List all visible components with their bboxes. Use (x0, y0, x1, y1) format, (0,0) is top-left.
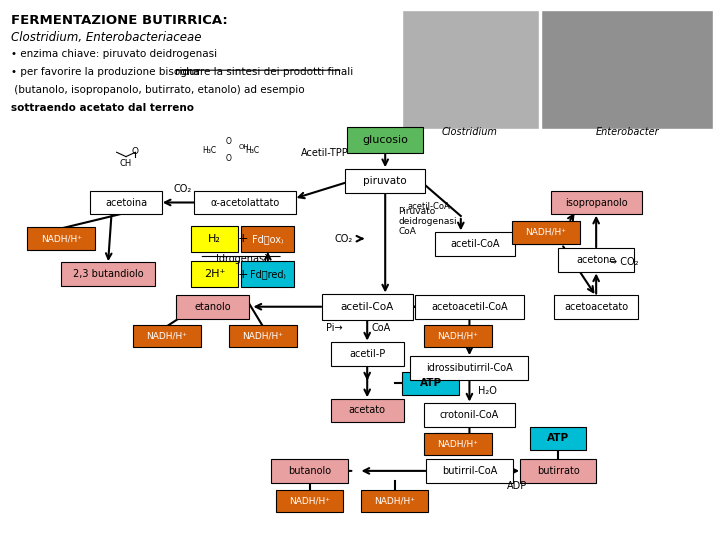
Text: NADH/H⁺: NADH/H⁺ (526, 228, 566, 237)
FancyBboxPatch shape (551, 191, 642, 214)
Text: CoA: CoA (372, 323, 391, 333)
FancyBboxPatch shape (558, 248, 634, 272)
Text: ridurre la sintesi dei prodotti finali: ridurre la sintesi dei prodotti finali (175, 67, 353, 77)
FancyBboxPatch shape (415, 295, 524, 319)
FancyBboxPatch shape (512, 221, 580, 244)
FancyBboxPatch shape (241, 226, 294, 252)
FancyBboxPatch shape (229, 325, 297, 347)
Text: • enzima chiave: piruvato deidrogenasi: • enzima chiave: piruvato deidrogenasi (11, 49, 217, 59)
FancyBboxPatch shape (410, 356, 528, 380)
FancyBboxPatch shape (347, 127, 423, 153)
FancyBboxPatch shape (402, 372, 459, 395)
FancyBboxPatch shape (346, 169, 425, 193)
Text: Clostridium, Enterobacteriaceae: Clostridium, Enterobacteriaceae (11, 31, 202, 44)
FancyBboxPatch shape (89, 191, 163, 214)
Text: FERMENTAZIONE BUTIRRICA:: FERMENTAZIONE BUTIRRICA: (11, 14, 228, 26)
Text: acetil-CoA: acetil-CoA (451, 239, 500, 249)
Text: • per favorire la produzione bisogna: • per favorire la produzione bisogna (11, 67, 203, 77)
Text: O: O (132, 146, 139, 156)
FancyBboxPatch shape (194, 191, 296, 214)
Text: H₂: H₂ (208, 234, 221, 244)
FancyBboxPatch shape (133, 325, 201, 347)
Text: H₂O: H₂O (478, 387, 497, 396)
Text: Piruvato
deidrogenasi
CoA: Piruvato deidrogenasi CoA (398, 206, 456, 237)
Text: butanolo: butanolo (288, 466, 331, 476)
Text: acetil-P: acetil-P (349, 349, 385, 359)
Text: Acetil-TPP: Acetil-TPP (301, 148, 348, 158)
Text: NADH/H⁺: NADH/H⁺ (243, 332, 283, 340)
FancyBboxPatch shape (424, 403, 515, 427)
FancyBboxPatch shape (331, 342, 403, 366)
Text: Fd₏ox₎: Fd₏ox₎ (252, 234, 284, 244)
Text: O: O (226, 154, 232, 164)
Text: CH: CH (120, 159, 132, 167)
Text: crotonil-CoA: crotonil-CoA (440, 410, 499, 420)
Text: sottraendo acetato dal terreno: sottraendo acetato dal terreno (11, 103, 194, 113)
Text: butirril-CoA: butirril-CoA (442, 466, 497, 476)
Text: +: + (238, 268, 248, 281)
FancyBboxPatch shape (276, 490, 343, 512)
FancyBboxPatch shape (331, 399, 403, 422)
FancyBboxPatch shape (176, 295, 249, 319)
FancyBboxPatch shape (435, 232, 516, 256)
Text: idrossibutirril-CoA: idrossibutirril-CoA (426, 363, 513, 373)
Text: acetato: acetato (348, 406, 386, 415)
Text: butirrato: butirrato (536, 466, 580, 476)
Text: acetil-CoA: acetil-CoA (341, 302, 394, 312)
Text: etanolo: etanolo (194, 302, 230, 312)
Text: isopropanolo: isopropanolo (565, 198, 627, 207)
Text: NADH/H⁺: NADH/H⁺ (438, 332, 478, 340)
FancyBboxPatch shape (541, 10, 713, 129)
Text: CO₂: CO₂ (173, 184, 192, 194)
Text: → CO₂: → CO₂ (609, 257, 639, 267)
Text: acetone: acetone (577, 255, 616, 265)
Text: O: O (226, 137, 232, 146)
Text: +: + (238, 232, 248, 245)
Text: NADH/H⁺: NADH/H⁺ (41, 234, 81, 243)
Text: Enterobacter: Enterobacter (595, 127, 659, 137)
FancyBboxPatch shape (322, 294, 413, 320)
Text: NADH/H⁺: NADH/H⁺ (289, 497, 330, 505)
FancyBboxPatch shape (426, 459, 513, 483)
FancyBboxPatch shape (191, 261, 238, 287)
Text: acetil-CoA: acetil-CoA (408, 202, 450, 211)
Text: H₃C: H₃C (202, 146, 216, 154)
FancyBboxPatch shape (361, 490, 428, 512)
Text: 2H⁺: 2H⁺ (204, 269, 225, 279)
Text: CO₂: CO₂ (335, 234, 353, 244)
Text: NADH/H⁺: NADH/H⁺ (374, 497, 415, 505)
Text: ATP: ATP (547, 434, 569, 443)
Text: NADH/H⁺: NADH/H⁺ (438, 440, 478, 448)
FancyBboxPatch shape (271, 459, 348, 483)
Text: Idrogenasi: Idrogenasi (216, 254, 266, 264)
Text: ATP: ATP (420, 379, 441, 388)
FancyBboxPatch shape (60, 262, 156, 286)
Text: 2,3 butandiolo: 2,3 butandiolo (73, 269, 143, 279)
Text: glucosio: glucosio (362, 136, 408, 145)
Text: NADH/H⁺: NADH/H⁺ (147, 332, 187, 340)
FancyBboxPatch shape (424, 325, 492, 347)
FancyBboxPatch shape (191, 226, 238, 252)
Text: piruvato: piruvato (364, 176, 407, 186)
Text: α-acetolattato: α-acetolattato (210, 198, 279, 207)
Text: acetoacetato: acetoacetato (564, 302, 629, 312)
FancyBboxPatch shape (402, 10, 539, 129)
Text: Fd₏red₎: Fd₏red₎ (250, 269, 286, 279)
FancyBboxPatch shape (554, 295, 638, 319)
Text: H₃C: H₃C (245, 146, 259, 154)
FancyBboxPatch shape (530, 427, 586, 450)
Text: (butanolo, isopropanolo, butirrato, etanolo) ad esempio: (butanolo, isopropanolo, butirrato, etan… (11, 85, 305, 95)
Text: acetoina: acetoina (105, 198, 147, 207)
FancyBboxPatch shape (520, 459, 596, 483)
Text: Clostridium: Clostridium (441, 127, 498, 137)
FancyBboxPatch shape (27, 227, 95, 250)
Text: Pi→: Pi→ (326, 323, 343, 333)
FancyBboxPatch shape (424, 433, 492, 455)
Text: acetoacetil-CoA: acetoacetil-CoA (431, 302, 508, 312)
Text: OH: OH (239, 144, 250, 150)
Text: ADP: ADP (507, 481, 527, 491)
FancyBboxPatch shape (241, 261, 294, 287)
